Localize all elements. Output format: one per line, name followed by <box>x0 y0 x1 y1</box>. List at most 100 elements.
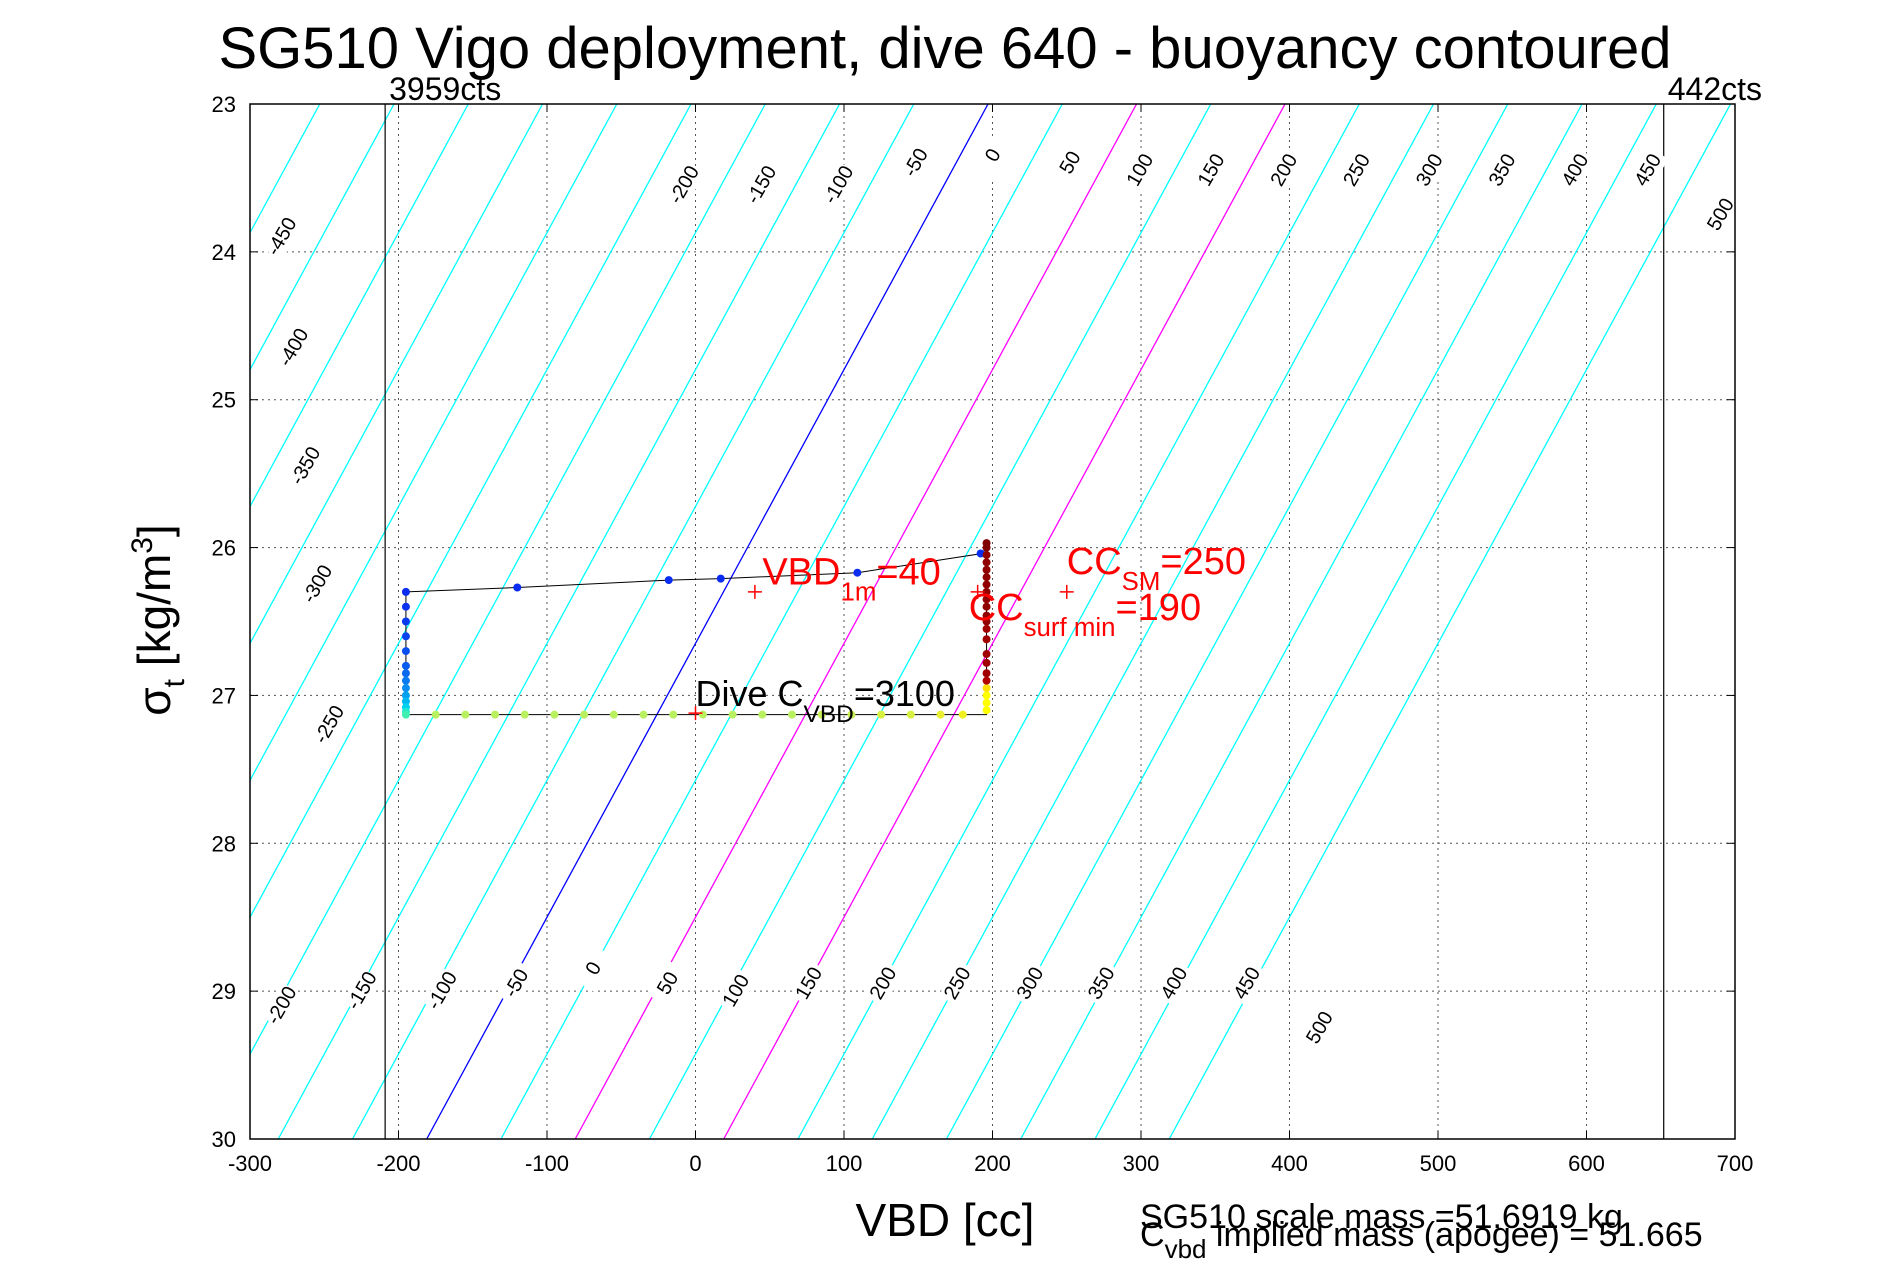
dive-point <box>958 710 967 719</box>
chart-annotation: VBD1m=40 <box>762 552 941 607</box>
contour-label-bg <box>1121 147 1161 194</box>
contour-line <box>250 104 692 919</box>
contour-label-bg <box>665 162 705 209</box>
contour-label-bg <box>497 960 537 1007</box>
contour-label: -200 <box>263 983 302 1029</box>
annotation-main: CC <box>1067 541 1122 583</box>
dive-point <box>982 550 991 559</box>
grid-lines <box>250 104 1735 1139</box>
dive-point <box>609 710 618 719</box>
dive-point <box>982 658 991 667</box>
dive-point <box>401 632 410 641</box>
contour-line <box>1020 104 1583 1139</box>
dive-point <box>982 676 991 685</box>
contour-label-bg <box>820 162 860 209</box>
annotation-value: =250 <box>1160 541 1246 583</box>
contour-label: -200 <box>665 162 704 208</box>
dive-point <box>669 710 678 719</box>
dive-point <box>580 710 589 719</box>
contour-label-bg <box>310 702 350 748</box>
contour-label-bg <box>649 960 689 1007</box>
contour-label: -150 <box>343 968 382 1014</box>
dive-point <box>982 617 991 626</box>
contour-line <box>277 104 841 1139</box>
contour-label: -150 <box>742 162 781 208</box>
dive-point <box>982 669 991 678</box>
dive-point <box>520 710 529 719</box>
dive-point <box>401 676 410 685</box>
contour-label-bg <box>1338 147 1378 194</box>
dive-point <box>664 576 673 585</box>
contour-line <box>250 104 618 782</box>
contour-line <box>250 104 395 371</box>
y-axis-ticks: 23 24 25 26 27 28 29 30 <box>212 92 1735 1152</box>
contour-label-bg <box>864 960 904 1007</box>
chart-annotation: CCSM=250 <box>1067 541 1246 596</box>
dive-point <box>461 710 470 719</box>
dive-point <box>982 565 991 574</box>
reference-markers <box>688 584 1074 721</box>
contour-label-bg <box>275 325 315 371</box>
x-tick-label: 200 <box>974 1151 1011 1176</box>
dive-point <box>982 684 991 693</box>
annotation-main: VBD <box>762 552 840 594</box>
scale-mass-note: SG510 scale mass =51.6919 kg <box>1140 1198 1623 1236</box>
contour-label-bg <box>574 946 615 992</box>
reference-marker <box>747 584 762 599</box>
dive-point <box>817 710 826 719</box>
dive-point <box>982 587 991 596</box>
x-axis-label: VBD [cc] <box>856 1194 1035 1246</box>
annotation-subscript: SM <box>1122 568 1161 596</box>
dive-points <box>401 539 991 719</box>
contour-label-bg <box>742 162 782 209</box>
dive-point <box>982 573 991 582</box>
x-tick-label: 0 <box>689 1151 701 1176</box>
dive-point <box>401 587 410 596</box>
chart-annotation: Dive CVBD=3100 <box>696 673 955 728</box>
dive-point <box>982 698 991 707</box>
contour-label-bg <box>263 983 303 1029</box>
contour-label-bg <box>717 968 757 1014</box>
annotation-main: Dive C <box>696 673 804 714</box>
y-axis-subscript: t <box>158 678 191 687</box>
dive-point <box>401 661 410 670</box>
reference-marker <box>688 706 703 721</box>
dive-point <box>982 706 991 715</box>
contour-label-bg <box>790 960 830 1007</box>
y-tick-label: 30 <box>212 1127 236 1152</box>
counts-lines: 3959cts 442cts <box>384 71 1762 1139</box>
dive-point <box>431 710 440 719</box>
contour-label-bg <box>897 140 937 186</box>
dive-point <box>877 710 886 719</box>
contour-label-bg <box>1629 147 1669 194</box>
dive-point <box>401 710 410 719</box>
contour-label-bg <box>343 968 383 1014</box>
dive-point <box>982 602 991 611</box>
contour-label-bg <box>263 214 303 260</box>
contour-label-bg <box>1011 960 1051 1007</box>
contour-label-bg <box>1082 960 1122 1007</box>
chart-annotation: CCsurf min=190 <box>969 587 1201 642</box>
dive-point <box>401 684 410 693</box>
contour-label-bg <box>298 561 338 608</box>
chart-title: SG510 Vigo deployment, dive 640 - buoyan… <box>218 16 1671 81</box>
y-tick-label: 25 <box>212 388 236 413</box>
contour-label-bg <box>1265 147 1305 194</box>
contour-label-bg <box>1702 192 1742 238</box>
contour-label-bg <box>423 968 463 1014</box>
dive-point <box>401 617 410 626</box>
counts-label: 3959cts <box>389 71 501 107</box>
dive-point <box>491 710 500 719</box>
contour-label: -100 <box>423 968 462 1014</box>
dive-point <box>513 583 522 592</box>
dive-point <box>728 710 737 719</box>
dive-point <box>758 710 767 719</box>
dive-point <box>982 595 991 604</box>
reference-marker <box>1059 584 1074 599</box>
contour-label-bg <box>974 132 1014 179</box>
contour-label-bg <box>1411 147 1451 194</box>
contour-label: -250 <box>310 702 349 748</box>
x-tick-label: -100 <box>525 1151 569 1176</box>
implied-mass-prefix: C <box>1140 1216 1165 1254</box>
